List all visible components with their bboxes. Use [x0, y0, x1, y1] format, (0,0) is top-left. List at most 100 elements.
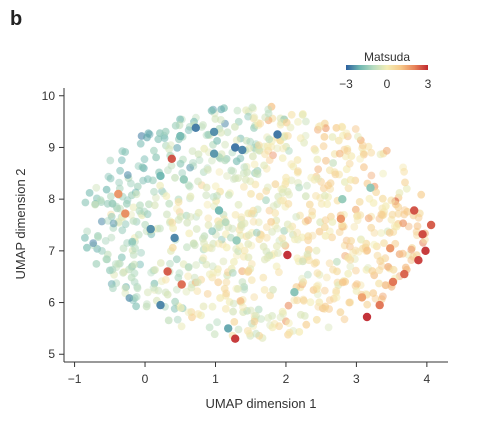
umap-point-highlight	[163, 267, 172, 276]
umap-point	[132, 293, 141, 301]
umap-point	[117, 253, 126, 262]
umap-point	[376, 257, 385, 265]
umap-point	[188, 147, 197, 156]
x-tick-label: −1	[68, 372, 82, 386]
umap-point	[255, 235, 264, 244]
umap-point	[145, 130, 154, 139]
umap-point	[136, 260, 145, 269]
umap-point-highlight	[426, 220, 436, 230]
umap-point	[380, 239, 388, 248]
umap-point	[352, 287, 361, 295]
umap-point	[171, 121, 180, 130]
umap-point	[131, 244, 140, 253]
umap-point	[363, 246, 372, 255]
umap-point	[240, 219, 249, 228]
umap-point	[145, 200, 153, 209]
umap-point	[293, 228, 302, 237]
umap-point	[183, 218, 192, 227]
umap-point	[193, 287, 202, 295]
umap-point	[172, 285, 181, 294]
umap-point	[417, 190, 426, 199]
umap-point	[247, 306, 255, 315]
umap-point	[276, 313, 285, 322]
umap-point	[362, 266, 371, 274]
umap-point	[308, 207, 317, 216]
umap-point	[302, 117, 310, 126]
umap-point	[382, 146, 391, 155]
umap-point	[150, 266, 159, 274]
umap-point	[313, 269, 322, 277]
umap-point	[130, 260, 139, 269]
umap-point	[312, 282, 321, 291]
umap-point	[252, 169, 261, 178]
umap-point	[356, 155, 364, 163]
umap-point	[319, 142, 328, 151]
umap-point	[244, 112, 253, 121]
x-tick-label: 0	[142, 372, 149, 386]
umap-point	[176, 159, 185, 168]
umap-point	[353, 280, 361, 288]
y-tick-label: 9	[48, 140, 55, 154]
umap-point	[377, 229, 386, 237]
umap-point	[357, 235, 365, 244]
umap-point	[395, 189, 404, 197]
umap-point	[234, 200, 243, 209]
umap-point	[385, 228, 394, 237]
umap-point	[407, 245, 416, 254]
umap-point	[259, 273, 268, 282]
umap-point-highlight	[357, 293, 367, 302]
umap-point	[299, 257, 308, 265]
umap-point-highlight	[209, 149, 219, 158]
umap-point	[118, 147, 127, 156]
umap-point	[354, 247, 363, 256]
umap-point	[240, 246, 249, 255]
umap-point	[346, 262, 355, 271]
umap-point	[217, 105, 226, 114]
umap-point	[286, 123, 295, 132]
umap-point	[387, 196, 396, 205]
umap-point	[345, 159, 354, 168]
umap-point	[244, 266, 253, 275]
umap-point	[262, 223, 271, 232]
umap-point	[171, 173, 179, 182]
umap-point	[176, 304, 185, 312]
umap-point	[129, 203, 138, 212]
umap-point	[116, 166, 124, 175]
umap-point-highlight	[177, 280, 186, 289]
umap-point	[205, 270, 214, 279]
umap-point	[332, 293, 341, 302]
umap-point	[345, 298, 354, 307]
umap-point	[324, 323, 333, 332]
umap-point	[269, 202, 278, 211]
umap-point	[236, 297, 245, 305]
umap-point	[101, 237, 110, 245]
umap-point	[267, 102, 276, 111]
umap-point	[83, 227, 91, 236]
umap-point	[137, 248, 146, 257]
umap-point	[199, 121, 207, 129]
umap-point	[184, 181, 193, 190]
y-tick-label: 8	[48, 192, 55, 206]
umap-point	[306, 298, 315, 307]
umap-point	[171, 297, 180, 306]
umap-point	[214, 278, 223, 287]
umap-point-highlight	[176, 131, 185, 141]
umap-point	[152, 193, 160, 202]
umap-point-highlight	[418, 230, 427, 239]
umap-point	[132, 190, 141, 199]
umap-point	[284, 132, 292, 140]
umap-point	[254, 218, 263, 227]
umap-point	[271, 209, 280, 218]
colorbar-tick-label: −3	[339, 77, 353, 91]
umap-point	[260, 286, 269, 294]
umap-point	[119, 268, 127, 277]
umap-point	[230, 258, 238, 266]
umap-point	[199, 254, 208, 262]
umap-point	[367, 171, 376, 180]
umap-point	[162, 192, 171, 201]
umap-point	[136, 201, 144, 210]
umap-point	[291, 235, 299, 244]
umap-point	[372, 242, 381, 251]
umap-point	[208, 302, 217, 311]
umap-point	[188, 313, 196, 322]
